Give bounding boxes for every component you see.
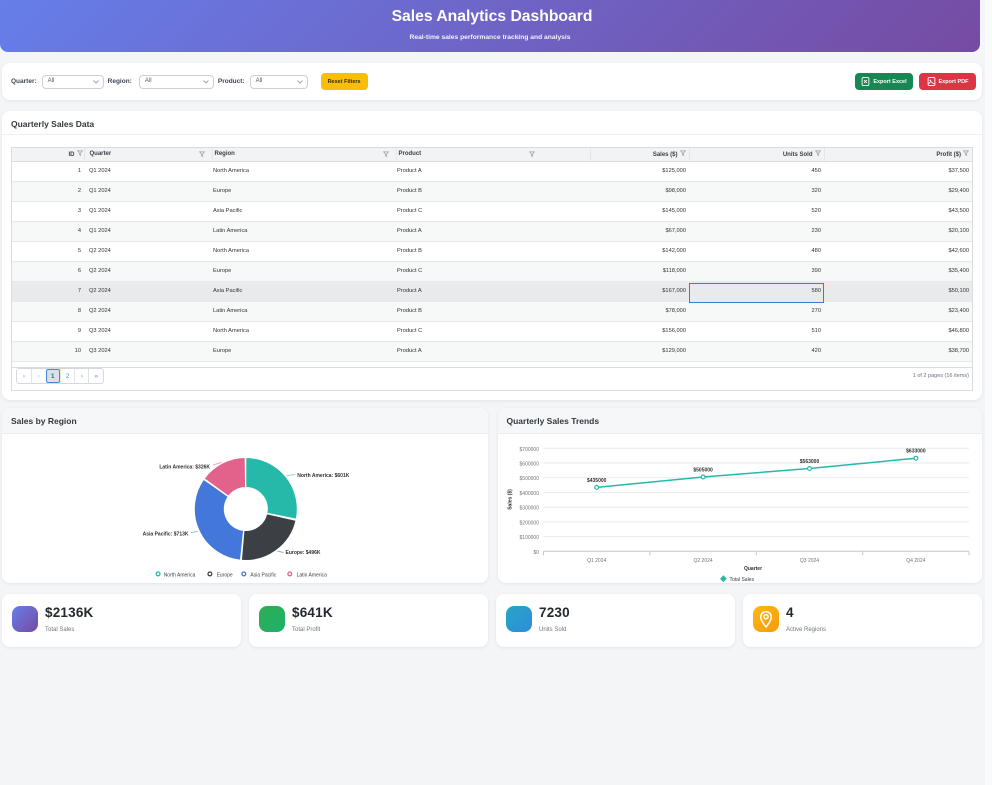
svg-text:Latin America: Latin America <box>297 572 328 578</box>
svg-text:Asia Pacific: Asia Pacific <box>250 572 276 578</box>
svg-text:Quarter: Quarter <box>743 566 761 572</box>
svg-text:Latin America: $326K: Latin America: $326K <box>159 465 210 471</box>
svg-text:Sales ($): Sales ($) <box>507 489 513 510</box>
svg-text:$100000: $100000 <box>519 535 539 541</box>
svg-text:$300000: $300000 <box>519 506 539 512</box>
svg-text:$200000: $200000 <box>519 520 539 526</box>
svg-text:$600000: $600000 <box>519 462 539 468</box>
svg-text:$400000: $400000 <box>519 491 539 497</box>
svg-text:Q3 2024: Q3 2024 <box>799 558 818 564</box>
svg-text:$500000: $500000 <box>519 476 539 482</box>
svg-text:$700000: $700000 <box>519 447 539 453</box>
svg-text:Q2 2024: Q2 2024 <box>693 558 712 564</box>
svg-text:Total Sales: Total Sales <box>729 577 754 583</box>
svg-text:Europe: $496K: Europe: $496K <box>286 550 321 556</box>
svg-text:$435000: $435000 <box>586 478 606 484</box>
svg-text:Asia Pacific: $713K: Asia Pacific: $713K <box>143 532 189 538</box>
svg-text:Europe: Europe <box>217 572 233 578</box>
svg-text:Q1 2024: Q1 2024 <box>587 558 606 564</box>
svg-text:North America: North America <box>164 572 196 578</box>
svg-text:$0: $0 <box>533 550 539 556</box>
svg-text:$563000: $563000 <box>799 459 819 465</box>
svg-text:$505000: $505000 <box>693 468 713 474</box>
svg-text:North America: $601K: North America: $601K <box>297 473 349 479</box>
svg-text:$633000: $633000 <box>906 449 926 455</box>
svg-text:Q4 2024: Q4 2024 <box>906 558 925 564</box>
